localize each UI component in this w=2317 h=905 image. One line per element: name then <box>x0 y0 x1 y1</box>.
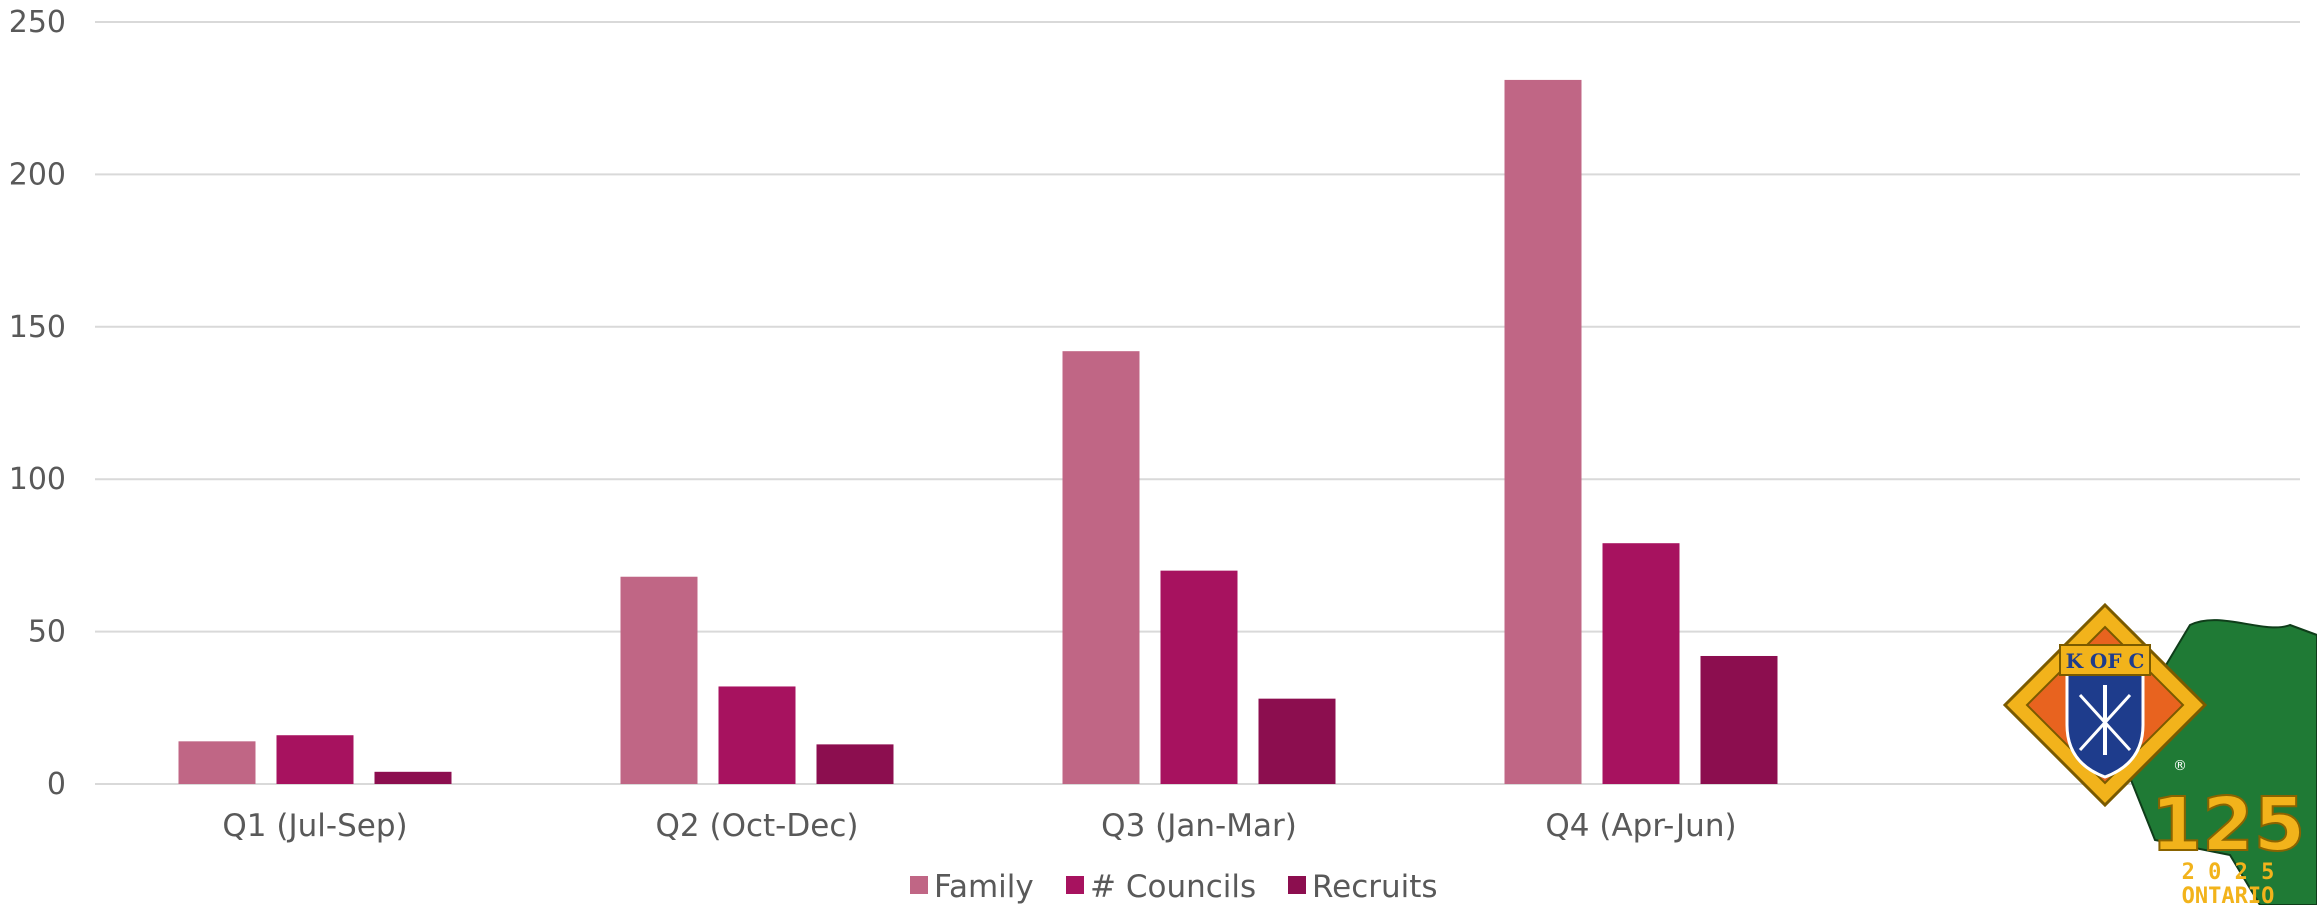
legend: Family # Councils Recruits <box>910 869 1438 905</box>
bar-family-2 <box>1062 351 1140 784</box>
emblem-anchor-mark <box>2078 693 2132 752</box>
bar-family-0 <box>178 741 256 784</box>
y-tick-label: 50 <box>28 615 66 650</box>
logo-mark: ® <box>2173 758 2187 774</box>
y-tick-label: 0 <box>47 767 66 802</box>
x-category-label: Q1 (Jul-Sep) <box>222 808 407 844</box>
x-category-label: Q2 (Oct-Dec) <box>656 808 859 844</box>
y-tick-label: 200 <box>9 157 66 192</box>
emblem-text-banner <box>2059 644 2151 676</box>
bar-family-3 <box>1504 79 1582 785</box>
bar-councils-3 <box>1602 543 1680 784</box>
bar-councils-1 <box>718 686 796 784</box>
logo-year: 2 0 2 5 <box>2182 860 2275 885</box>
legend-label: Family <box>934 869 1034 905</box>
x-axis-category-labels: Q1 (Jul-Sep) Q2 (Oct-Dec) Q3 (Jan-Mar) Q4 (… <box>222 808 1736 844</box>
logo-province: ONTARIO <box>2182 884 2275 905</box>
bar-series <box>178 79 1778 785</box>
gridlines <box>95 21 2300 785</box>
bar-councils-0 <box>276 735 354 784</box>
y-tick-label: 100 <box>9 462 66 497</box>
logo-number: 125 <box>2151 782 2305 868</box>
bar-family-1 <box>620 576 698 784</box>
legend-label: # Councils <box>1090 869 1256 905</box>
bar-recruits-2 <box>1258 698 1336 784</box>
bar-recruits-0 <box>374 771 452 784</box>
legend-label: Recruits <box>1312 869 1438 905</box>
x-category-label: Q3 (Jan-Mar) <box>1101 808 1297 844</box>
y-tick-label: 250 <box>9 5 66 40</box>
bar-councils-2 <box>1160 570 1238 784</box>
bar-recruits-1 <box>816 744 894 784</box>
x-category-label: Q4 (Apr-Jun) <box>1545 808 1736 844</box>
legend-swatch <box>910 876 928 894</box>
legend-swatch <box>1066 876 1084 894</box>
y-tick-label: 150 <box>9 310 66 345</box>
kofc-125-ontario-logo: K OF C 125 ® 2 0 2 5 ONTARIO <box>2002 602 2317 905</box>
bar-recruits-3 <box>1700 655 1778 784</box>
y-axis-tick-labels: 0 50 100 150 200 250 <box>9 5 66 802</box>
emblem-text: K OF C <box>2066 649 2145 673</box>
legend-swatch <box>1288 876 1306 894</box>
